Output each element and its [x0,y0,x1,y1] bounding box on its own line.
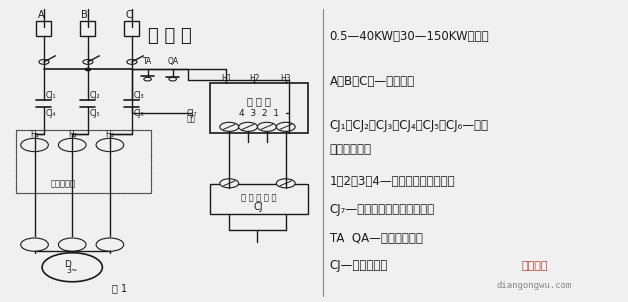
Circle shape [58,238,86,251]
Text: 自锁: 自锁 [187,115,196,124]
Circle shape [85,68,90,71]
Circle shape [21,138,48,152]
Text: diangongwu.com: diangongwu.com [496,281,571,290]
Circle shape [220,179,239,188]
Text: 4  3  2  1: 4 3 2 1 [239,109,279,118]
Text: H₃: H₃ [106,130,114,139]
Text: CJ₁、CJ₂、CJ₃、CJ₄、CJ₅、CJ₆—交流: CJ₁、CJ₂、CJ₃、CJ₄、CJ₅、CJ₆—交流 [330,119,489,132]
Text: 电工之屋: 电工之屋 [521,261,548,271]
Circle shape [96,238,124,251]
Text: CJ—接触器线圈: CJ—接触器线圈 [330,259,388,272]
Text: 穿过导线孔: 穿过导线孔 [50,180,75,189]
Text: 0.5—40KW、30—150KW接线图: 0.5—40KW、30—150KW接线图 [330,30,489,43]
Text: H2: H2 [249,74,259,83]
Text: CJ: CJ [254,202,264,212]
Bar [210,83,308,133]
Circle shape [39,59,49,64]
Text: B: B [82,10,88,20]
Circle shape [220,122,239,131]
Circle shape [276,122,295,131]
Bar [16,130,151,193]
Text: C: C [126,10,132,20]
Text: H3: H3 [281,74,291,83]
Bar [16,130,151,193]
Text: CJ₅: CJ₅ [89,109,100,118]
Text: 1、2、3、4—保护器接线端子号码: 1、2、3、4—保护器接线端子号码 [330,175,455,188]
Circle shape [169,77,176,81]
Circle shape [276,179,295,188]
Text: CJ₇—交流接触器辅助常开触头: CJ₇—交流接触器辅助常开触头 [330,203,435,217]
Text: A、B、C、—三相电源: A、B、C、—三相电源 [330,75,415,88]
Circle shape [127,59,137,64]
Text: 保 护 器: 保 护 器 [247,96,271,106]
Text: CJ₇: CJ₇ [187,109,197,118]
Text: TA: TA [143,57,152,66]
Circle shape [257,122,276,131]
Text: TA  QA—停止起动按鈕: TA QA—停止起动按鈕 [330,232,423,245]
Circle shape [144,77,151,81]
Text: QA: QA [167,57,178,66]
Text: H₂: H₂ [68,130,77,139]
Bar [124,21,139,36]
Text: D: D [65,260,71,269]
Text: CJ₁: CJ₁ [45,91,56,100]
Circle shape [42,253,102,282]
Text: 图 1: 图 1 [112,283,127,294]
Circle shape [83,59,93,64]
Text: H₁: H₁ [30,130,39,139]
Circle shape [21,238,48,251]
Circle shape [239,122,257,131]
Text: 3~: 3~ [67,266,78,275]
Bar [210,184,308,214]
Bar [36,21,51,36]
Text: CJ₂: CJ₂ [89,91,100,100]
Text: H1: H1 [221,74,231,83]
Circle shape [58,138,86,152]
Text: A: A [38,10,44,20]
Bar [80,21,95,36]
Text: CJ₃: CJ₃ [133,91,144,100]
Text: 接 触 器 线 圈: 接 触 器 线 圈 [241,193,276,202]
Text: 接触器主触头: 接触器主触头 [330,143,372,156]
Text: 接 线 图: 接 线 图 [148,27,192,45]
Text: CJ₆: CJ₆ [133,109,144,118]
Text: CJ₄: CJ₄ [45,109,56,118]
Circle shape [96,138,124,152]
